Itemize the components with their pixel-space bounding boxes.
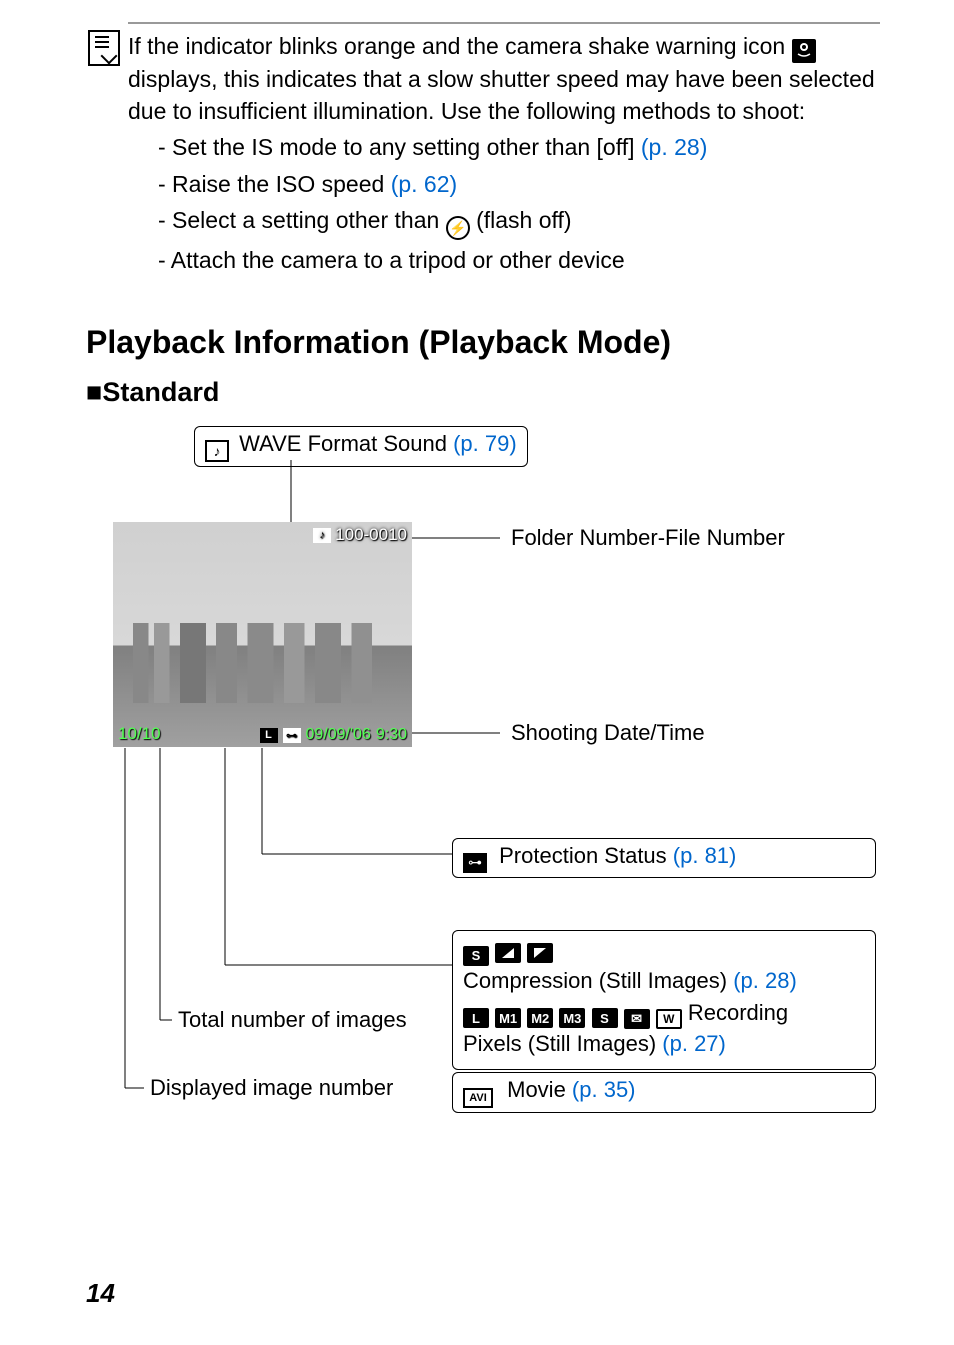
label-shooting-date: Shooting Date/Time: [511, 720, 705, 746]
rec-m3-icon: M3: [559, 1008, 585, 1028]
photo-overlay-count: 10/10: [118, 724, 161, 744]
camera-shake-icon: [792, 39, 816, 63]
link-p28[interactable]: (p. 28): [641, 134, 707, 160]
note-paragraph: If the indicator blinks orange and the c…: [128, 30, 888, 280]
rec-m1-icon: M1: [495, 1008, 521, 1028]
rec-m2-icon: M2: [527, 1008, 553, 1028]
label-folder-number: Folder Number-File Number: [511, 525, 785, 551]
note-item-tripod: - Attach the camera to a tripod or other…: [158, 244, 888, 276]
avi-icon: AVI: [463, 1088, 493, 1108]
fine-icon: [495, 943, 521, 963]
link-p79[interactable]: (p. 79): [453, 431, 517, 456]
rec-l-icon: L: [463, 1008, 489, 1028]
protection-callout: Protection Status (p. 81): [452, 838, 876, 878]
label-displayed-number: Displayed image number: [150, 1075, 393, 1101]
note-item-flash: - Select a setting other than ⚡ (flash o…: [158, 204, 888, 240]
link-p81[interactable]: (p. 81): [673, 843, 737, 868]
wave-sound-icon: [205, 440, 229, 462]
photo-buildings: [133, 623, 393, 703]
compression-callout: S Compression (Still Images) (p. 28) L M…: [452, 930, 876, 1070]
heading-standard: ■Standard: [86, 377, 219, 408]
link-p62[interactable]: (p. 62): [391, 171, 457, 197]
label-total-images: Total number of images: [178, 1007, 407, 1033]
overlay-l-icon: L: [260, 728, 278, 743]
photo-overlay-date: L ⊶ 09/09/'06 9:30: [260, 726, 407, 744]
link-p27[interactable]: (p. 27): [662, 1031, 726, 1056]
overlay-lock-icon: ⊶: [283, 728, 301, 743]
flash-off-icon: ⚡: [446, 216, 470, 240]
page-number: 14: [86, 1278, 115, 1309]
rec-w-icon: W: [656, 1009, 682, 1029]
protection-key-icon: [463, 853, 487, 873]
note-item-is-mode: - Set the IS mode to any setting other t…: [158, 131, 888, 163]
overlay-sound-icon: ♪: [313, 528, 331, 543]
note-body-post: displays, this indicates that a slow shu…: [128, 66, 875, 124]
heading-playback-info: Playback Information (Playback Mode): [86, 324, 671, 361]
normal-icon: [527, 943, 553, 963]
note-item-iso: - Raise the ISO speed (p. 62): [158, 168, 888, 200]
rec-postcard-icon: ✉: [624, 1009, 650, 1029]
note-body-pre: If the indicator blinks orange and the c…: [128, 33, 792, 59]
movie-callout: AVI Movie (p. 35): [452, 1072, 876, 1113]
rec-s-icon: S: [592, 1008, 618, 1028]
link-p28-b[interactable]: (p. 28): [733, 968, 797, 993]
top-rule: [128, 22, 880, 24]
sample-photo: ♪ 100-0010 10/10 L ⊶ 09/09/'06 9:30: [113, 522, 412, 747]
link-p35[interactable]: (p. 35): [572, 1077, 636, 1102]
superfine-icon: S: [463, 946, 489, 966]
photo-overlay-folder: ♪ 100-0010: [313, 525, 407, 545]
note-icon: [88, 30, 120, 66]
wave-format-callout: WAVE Format Sound (p. 79): [194, 426, 528, 467]
